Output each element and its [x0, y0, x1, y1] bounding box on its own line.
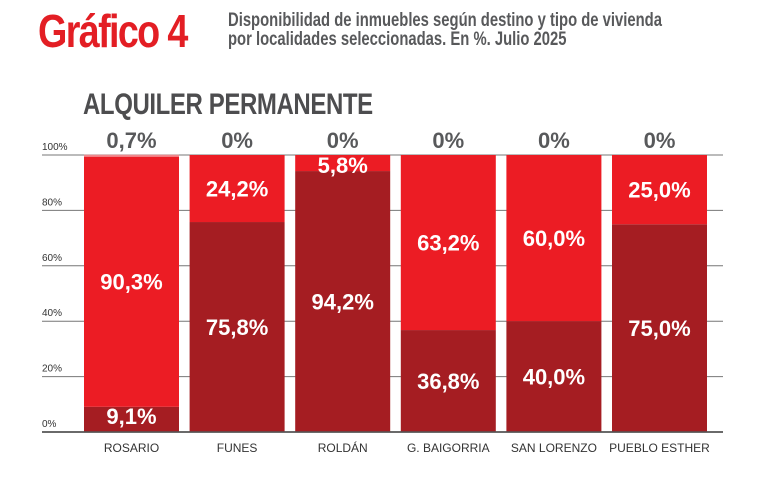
data-label-light: 0% [644, 128, 676, 153]
data-label-red: 63,2% [417, 231, 479, 256]
subtitle-line-2: por localidades seleccionadas. En %. Jul… [228, 29, 567, 50]
y-tick-label: 60% [42, 253, 62, 264]
y-tick-label: 40% [42, 308, 62, 319]
data-label-dark: 40,0% [523, 365, 585, 390]
category-label: G. BAIGORRIA [407, 441, 490, 455]
data-label-dark: 94,2% [312, 290, 374, 315]
data-label-red: 90,3% [100, 270, 162, 295]
bar-segment-light [84, 154, 179, 157]
category-label: SAN LORENZO [511, 441, 597, 455]
data-label-light: 0% [538, 128, 570, 153]
data-label-dark: 9,1% [106, 404, 156, 429]
bar-segment-dark [295, 171, 391, 433]
data-label-dark: 75,8% [206, 315, 268, 340]
bar-segment-red [295, 155, 391, 172]
subtitle-line-1: Disponibilidad de inmuebles según destin… [228, 10, 662, 31]
y-tick-label: 80% [42, 197, 62, 208]
y-tick-label: 0% [42, 419, 57, 430]
bar-segment-red [506, 155, 602, 322]
y-tick-label: 100% [42, 142, 68, 153]
figure-subtitle: Disponibilidad de inmuebles según destin… [228, 11, 696, 49]
data-label-dark: 36,8% [417, 369, 479, 394]
data-label-dark: 75,0% [628, 316, 690, 341]
bar-segment-red [189, 155, 285, 223]
bar-segment-dark [84, 406, 179, 432]
data-label-light: 0,7% [106, 128, 156, 153]
y-tick-label: 20% [42, 364, 62, 375]
category-label: ROSARIO [104, 441, 159, 455]
bar-segment-dark [506, 321, 602, 432]
category-label: ROLDÁN [318, 440, 368, 455]
data-label-light: 0% [432, 128, 464, 153]
data-label-red: 24,2% [206, 177, 268, 202]
chart-title: ALQUILER PERMANENTE [83, 88, 373, 121]
data-label-red: 60,0% [523, 226, 585, 251]
data-label-red: 25,0% [628, 178, 690, 203]
bar-segment-red [84, 156, 179, 407]
bar-segment-red [612, 155, 707, 225]
category-label: FUNES [217, 441, 258, 455]
bar-segment-red [400, 155, 496, 331]
data-label-light: 0% [327, 128, 359, 153]
category-label: PUEBLO ESTHER [609, 441, 710, 455]
data-label-red: 5,8% [318, 153, 368, 178]
data-label-light: 0% [221, 128, 253, 153]
bar-segment-dark [400, 330, 496, 432]
bar-segment-dark [612, 224, 707, 432]
figure-number-title: Gráfico 4 [38, 5, 188, 57]
bar-segment-dark [189, 222, 285, 432]
